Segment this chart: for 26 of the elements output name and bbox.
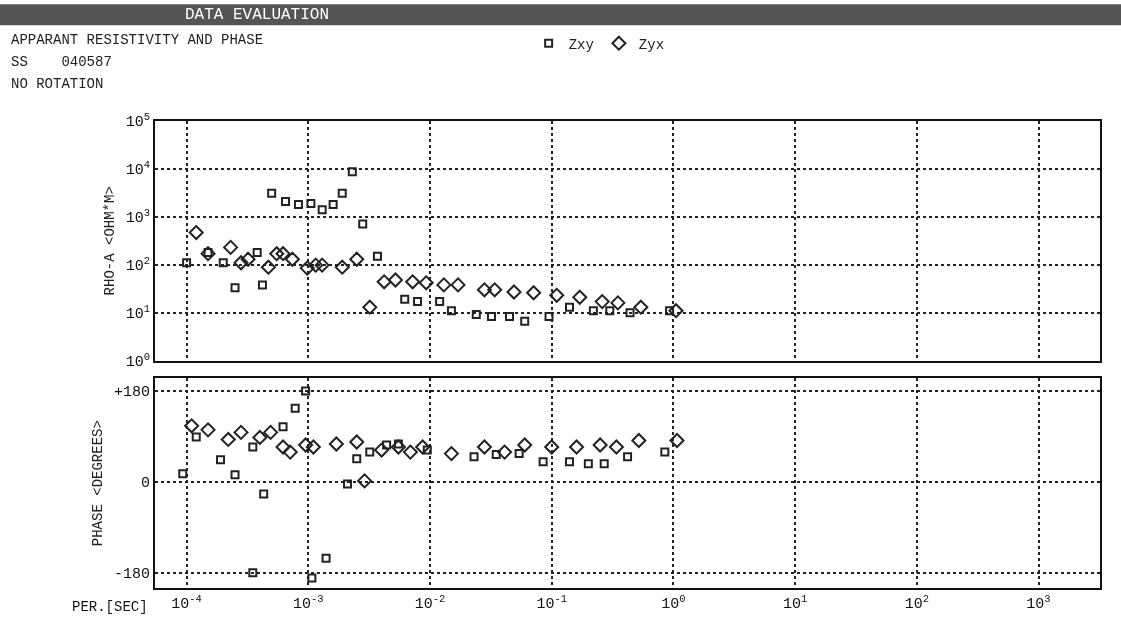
x-tick-label: 10$^{-1}$ [536, 592, 568, 613]
chart-subtitle: APPARANT RESISTIVITY AND PHASE [11, 32, 264, 48]
y-tick-label: +180 [113, 384, 150, 402]
y-tick-label: 10$^{3}$ [125, 206, 150, 228]
x-tick-label: 10$^{-2}$ [414, 592, 446, 613]
y-tick-label: 10$^{0}$ [125, 350, 150, 371]
x-tick-label: 10$^{2}$ [904, 592, 929, 613]
y-axis-title: PHASE <DEGREES> [90, 420, 107, 547]
y-tick-label: 10$^{2}$ [125, 254, 150, 275]
x-tick-label: 10$^{-3}$ [292, 592, 324, 613]
x-tick-label: 10$^{1}$ [782, 592, 808, 613]
y-tick-label: 0 [140, 475, 150, 493]
x-axis-title: PER.[SEC] [72, 599, 148, 615]
x-tick-label: 10$^{-4}$ [171, 592, 202, 613]
legend-label: Zxy [568, 36, 594, 53]
legend-label: Zyx [638, 36, 665, 53]
x-tick-label: 10$^{3}$ [1026, 592, 1051, 613]
text: NO ROTATION [11, 76, 104, 92]
y-tick-label: -180 [113, 566, 150, 584]
chart-title: DATA EVALUATION [185, 6, 330, 24]
y-tick-label: 10$^{5}$ [125, 110, 150, 132]
y-axis-title: RHO-A <OHM*M> [101, 186, 118, 296]
y-tick-label: 10$^{4}$ [125, 158, 150, 180]
y-tick-label: 10$^{1}$ [125, 302, 150, 323]
x-tick-label: 10$^{0}$ [661, 592, 686, 613]
text: SS 040587 [11, 54, 112, 70]
